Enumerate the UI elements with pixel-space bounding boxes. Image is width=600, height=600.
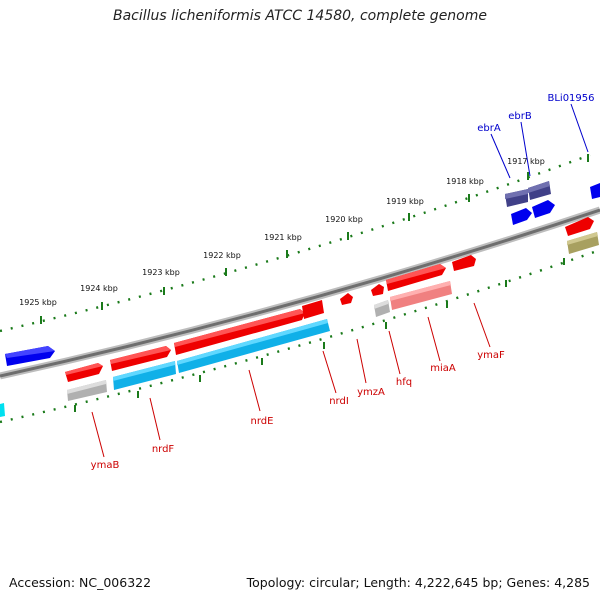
scale-ticks-outer: [40, 154, 589, 324]
gene-label: nrdE: [251, 416, 274, 427]
scale-ticks-inner: [74, 258, 565, 412]
scale-arc-outer: [0, 153, 591, 333]
scale-arc-inner: [0, 248, 600, 424]
kbp-label: 1918 kbp: [446, 177, 484, 186]
gene-label: ymaB: [91, 460, 120, 471]
leader-lines: [91, 103, 589, 458]
kbp-label: 1923 kbp: [142, 268, 180, 277]
gene-red-edge[interactable]: [565, 217, 594, 236]
accession-text: Accession: NC_006322: [9, 575, 152, 590]
kbp-label: 1919 kbp: [386, 197, 424, 206]
gene-label: ebrB: [508, 111, 532, 122]
map-title: Bacillus licheniformis ATCC 14580, compl…: [113, 8, 487, 24]
kbp-label: 1924 kbp: [80, 284, 118, 293]
gene-blue-edge[interactable]: [590, 183, 600, 199]
gene-labels: BLi01956 ebrB ebrA ymaF miaA hfq ymzA nr…: [91, 93, 595, 471]
gene-label: hfq: [396, 377, 412, 388]
gene-feature-outer[interactable]: [5, 346, 55, 366]
cog-nrdE[interactable]: [177, 319, 330, 373]
gene-label: BLi01956: [547, 93, 594, 104]
scale-labels: 1917 kbp 1918 kbp 1919 kbp 1920 kbp 1921…: [19, 157, 545, 307]
gene-hfq[interactable]: [371, 284, 384, 296]
gene-label: ymaF: [477, 350, 505, 361]
kbp-label: 1917 kbp: [507, 157, 545, 166]
cog-miaA[interactable]: [390, 281, 452, 310]
cog-ymaB[interactable]: [67, 380, 107, 401]
backbone: [0, 206, 600, 380]
gene-nrdE[interactable]: [174, 309, 305, 355]
gene-ymzA[interactable]: [340, 293, 353, 305]
cog-hfq[interactable]: [374, 300, 390, 317]
cog-edge-cyan[interactable]: [0, 403, 5, 417]
gene-ymaB[interactable]: [65, 363, 103, 382]
gene-ymaF[interactable]: [452, 255, 476, 271]
gene-label: ebrA: [477, 123, 501, 134]
gene-blue-1[interactable]: [511, 208, 532, 225]
gene-label: nrdI: [329, 396, 349, 407]
gene-label: miaA: [430, 363, 456, 374]
gene-label: nrdF: [152, 444, 175, 455]
kbp-label: 1920 kbp: [325, 215, 363, 224]
cog-edge-olive[interactable]: [567, 232, 599, 254]
kbp-label: 1925 kbp: [19, 298, 57, 307]
gene-miaA[interactable]: [386, 264, 446, 291]
kbp-label: 1922 kbp: [203, 251, 241, 260]
cog-nrdF[interactable]: [113, 361, 176, 390]
gene-nrdI[interactable]: [302, 300, 324, 319]
kbp-label: 1921 kbp: [264, 233, 302, 242]
topology-text: Topology: circular; Length: 4,222,645 bp…: [246, 575, 590, 590]
gene-label: ymzA: [357, 387, 385, 398]
gene-blue-2[interactable]: [532, 200, 555, 218]
gene-ebrA-box[interactable]: [505, 189, 528, 207]
gene-ebrB-box[interactable]: [528, 181, 551, 200]
gene-nrdF[interactable]: [110, 346, 171, 371]
